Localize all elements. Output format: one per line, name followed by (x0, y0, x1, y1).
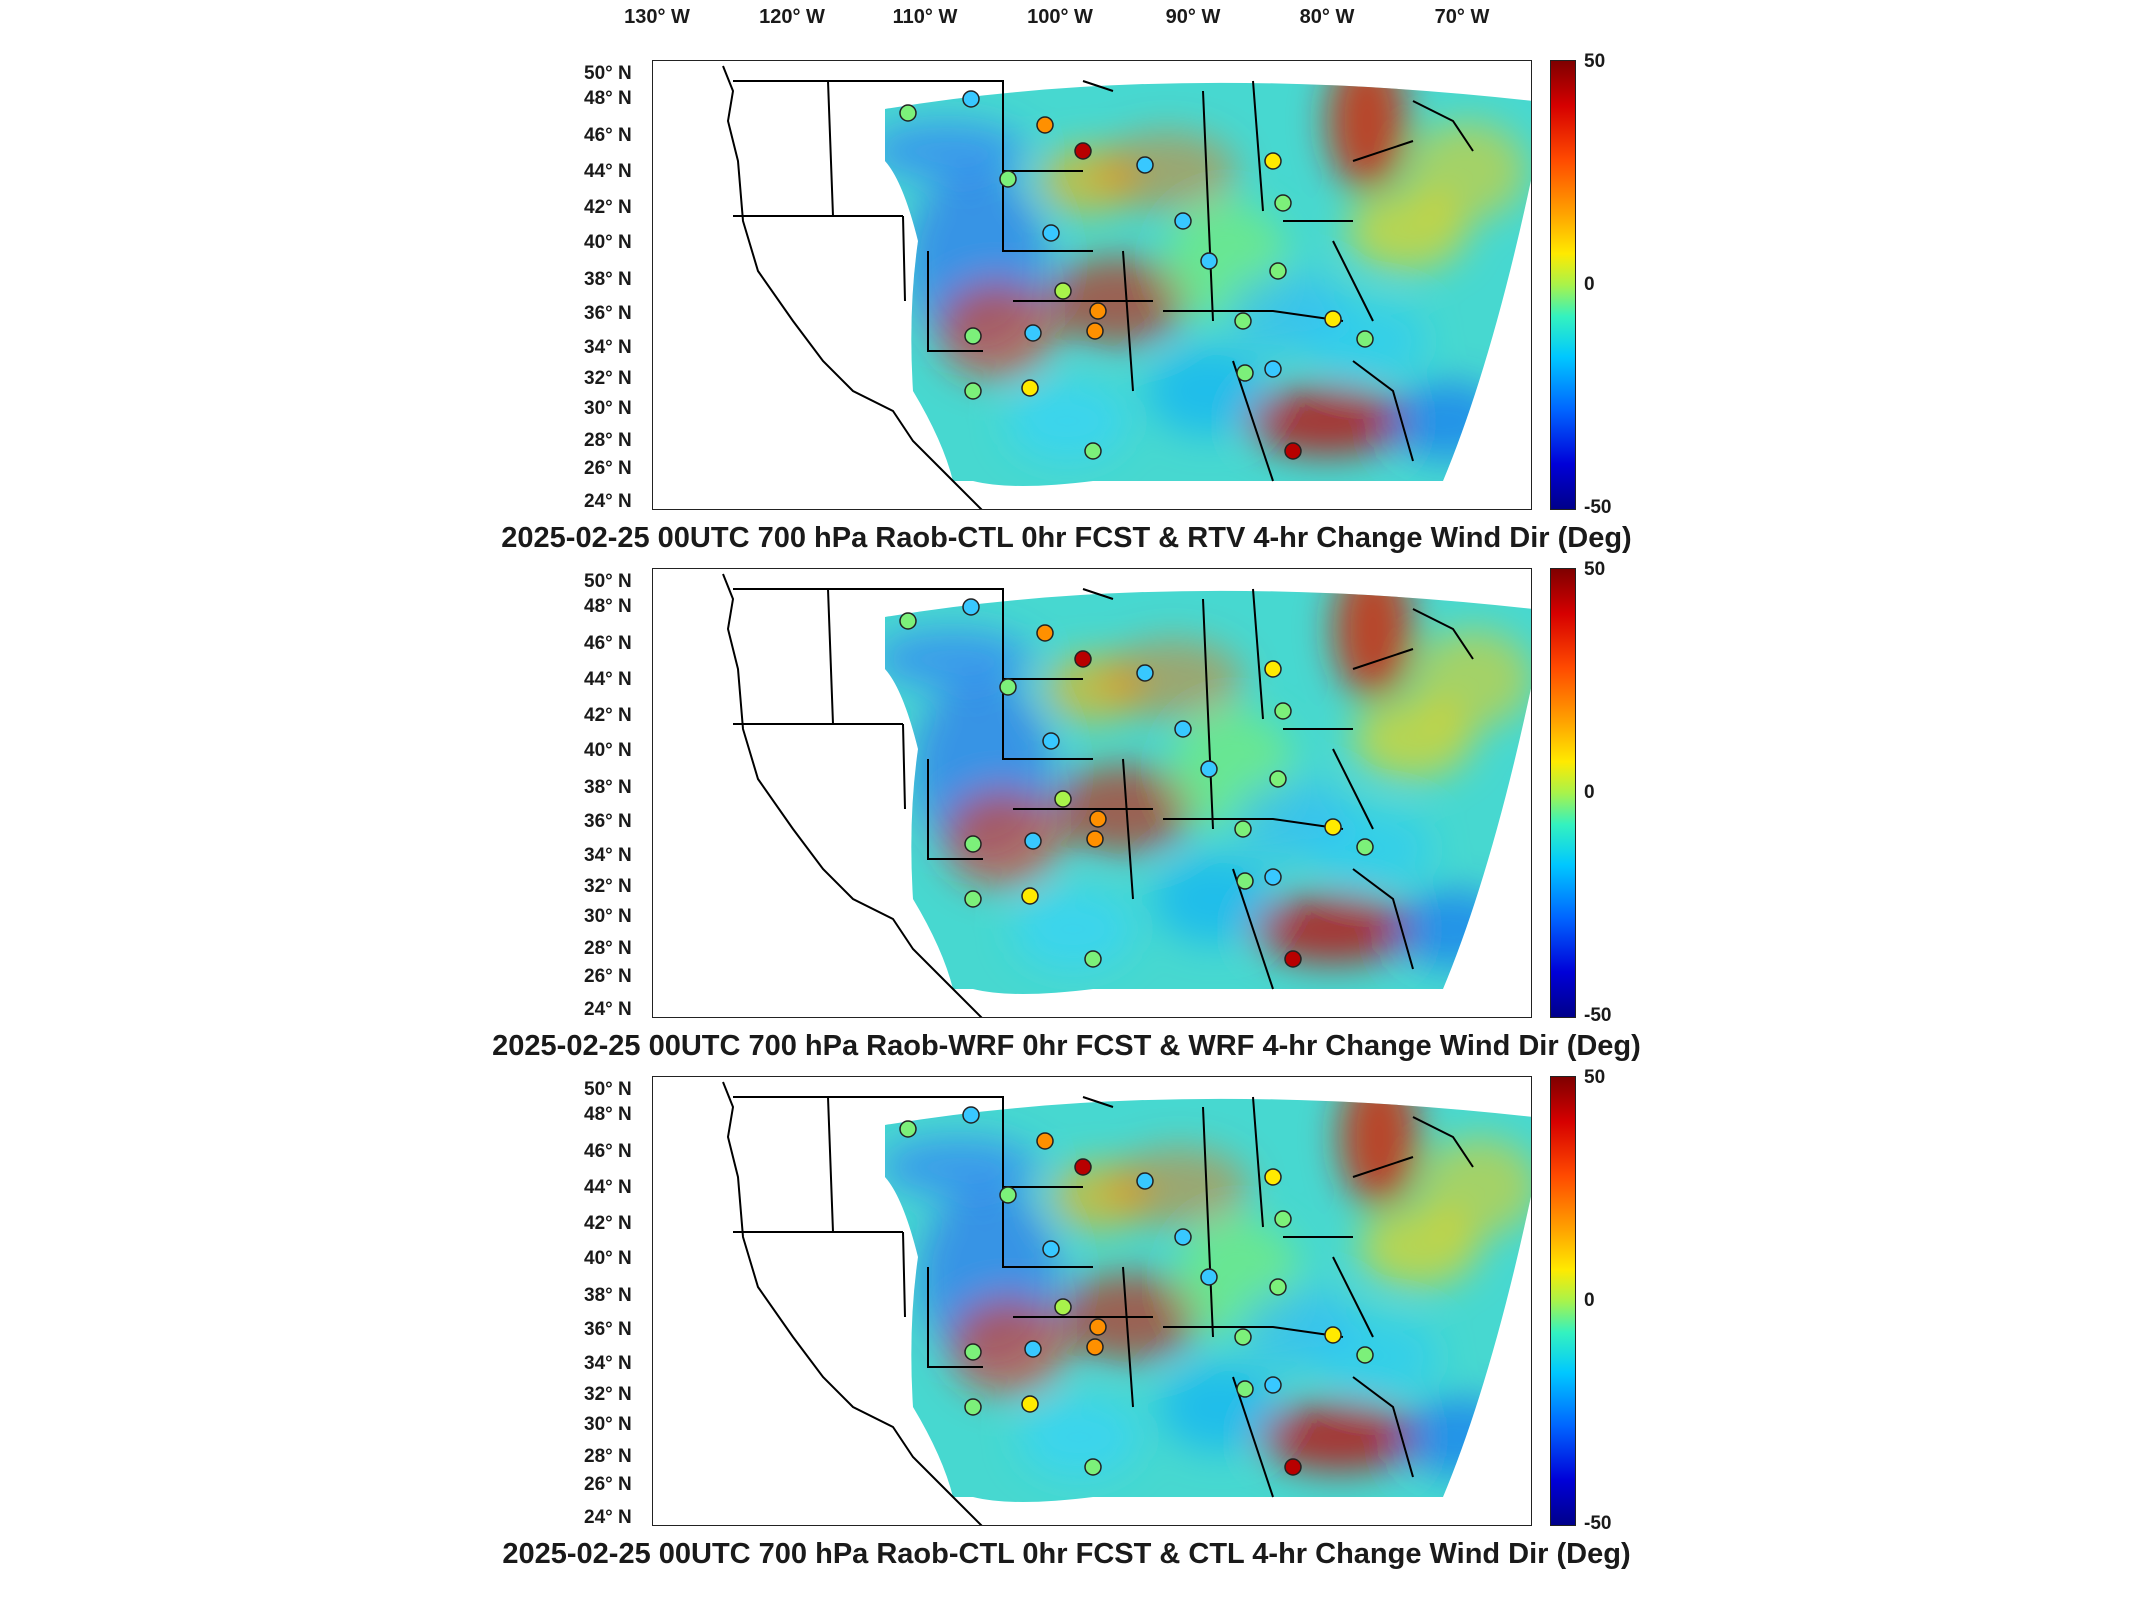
lat-label: 46° N (584, 633, 632, 654)
colorbar-2 (1550, 568, 1576, 1018)
lat-label: 28° N (584, 1446, 632, 1467)
lat-label: 30° N (584, 906, 632, 927)
lat-label: 44° N (584, 161, 632, 182)
map-area-3 (652, 1076, 1532, 1526)
lat-label: 40° N (584, 740, 632, 761)
lat-label: 34° N (584, 1353, 632, 1374)
longitude-axis: 130° W 120° W 110° W 100° W 90° W 80° W … (0, 0, 2133, 40)
lon-label-70w: 70° W (1434, 6, 1490, 28)
lat-label: 38° N (584, 269, 632, 290)
colorbar-max-2: 50 (1584, 559, 1606, 580)
lat-label: 34° N (584, 337, 632, 358)
lat-label: 32° N (584, 368, 632, 389)
lat-label: 24° N (584, 491, 632, 512)
lat-label: 34° N (584, 845, 632, 866)
map-panel-3: 50 0 -50 2025-02-25 00UTC 700 hPa Raob-C… (0, 1054, 2133, 1570)
lat-label: 40° N (584, 232, 632, 253)
colorbar-max-1: 50 (1584, 51, 1606, 72)
lat-label: 26° N (584, 966, 632, 987)
map-panel-1: 50 0 -50 2025-02-25 00UTC 700 hPa Raob-C… (0, 38, 2133, 554)
colorbar-min-2: -50 (1584, 1005, 1612, 1026)
lat-label: 48° N (584, 596, 632, 617)
colorbar-min-3: -50 (1584, 1513, 1612, 1534)
lat-label: 50° N (584, 63, 632, 84)
lat-label: 48° N (584, 88, 632, 109)
map-area-1 (652, 60, 1532, 510)
lon-label-100w: 100° W (1027, 6, 1093, 28)
lat-label: 44° N (584, 669, 632, 690)
colorbar-mid-2: 0 (1584, 782, 1595, 803)
lat-label: 28° N (584, 938, 632, 959)
lat-label: 26° N (584, 458, 632, 479)
lat-label: 26° N (584, 1474, 632, 1495)
colorbar-mid-1: 0 (1584, 274, 1595, 295)
lon-label-80w: 80° W (1299, 6, 1355, 28)
lon-label-120w: 120° W (759, 6, 825, 28)
colorbar-1 (1550, 60, 1576, 510)
lat-label: 32° N (584, 876, 632, 897)
lat-label: 36° N (584, 1319, 632, 1340)
lat-label: 28° N (584, 430, 632, 451)
lat-label: 32° N (584, 1384, 632, 1405)
lon-label-110w: 110° W (892, 6, 958, 28)
lat-label: 48° N (584, 1104, 632, 1125)
lat-label: 42° N (584, 1213, 632, 1234)
lat-label: 24° N (584, 999, 632, 1020)
map-area-2 (652, 568, 1532, 1018)
lat-label: 44° N (584, 1177, 632, 1198)
panel-title-2: 2025-02-25 00UTC 700 hPa Raob-WRF 0hr FC… (492, 1030, 1641, 1062)
lat-label: 50° N (584, 571, 632, 592)
lat-label: 46° N (584, 1141, 632, 1162)
panel-title-3: 2025-02-25 00UTC 700 hPa Raob-CTL 0hr FC… (502, 1538, 1631, 1570)
lat-label: 30° N (584, 1414, 632, 1435)
lat-label: 46° N (584, 125, 632, 146)
map-panel-2: 50 0 -50 2025-02-25 00UTC 700 hPa Raob-W… (0, 546, 2133, 1062)
lat-label: 40° N (584, 1248, 632, 1269)
colorbar-3 (1550, 1076, 1576, 1526)
colorbar-max-3: 50 (1584, 1067, 1606, 1088)
lat-label: 36° N (584, 303, 632, 324)
lat-label: 42° N (584, 197, 632, 218)
lat-label: 38° N (584, 777, 632, 798)
lat-label: 36° N (584, 811, 632, 832)
lat-label: 38° N (584, 1285, 632, 1306)
lon-label-90w: 90° W (1165, 6, 1221, 28)
colorbar-mid-3: 0 (1584, 1290, 1595, 1311)
colorbar-min-1: -50 (1584, 497, 1612, 518)
wind-direction-map-2 (722, 573, 1531, 1017)
panel-title-1: 2025-02-25 00UTC 700 hPa Raob-CTL 0hr FC… (501, 522, 1632, 554)
lat-label: 30° N (584, 398, 632, 419)
lat-label: 50° N (584, 1079, 632, 1100)
lat-label: 42° N (584, 705, 632, 726)
wind-direction-map-1 (722, 65, 1531, 509)
lon-label-130w: 130° W (624, 6, 690, 28)
lat-label: 24° N (584, 1507, 632, 1528)
wind-direction-map-3 (722, 1081, 1531, 1525)
